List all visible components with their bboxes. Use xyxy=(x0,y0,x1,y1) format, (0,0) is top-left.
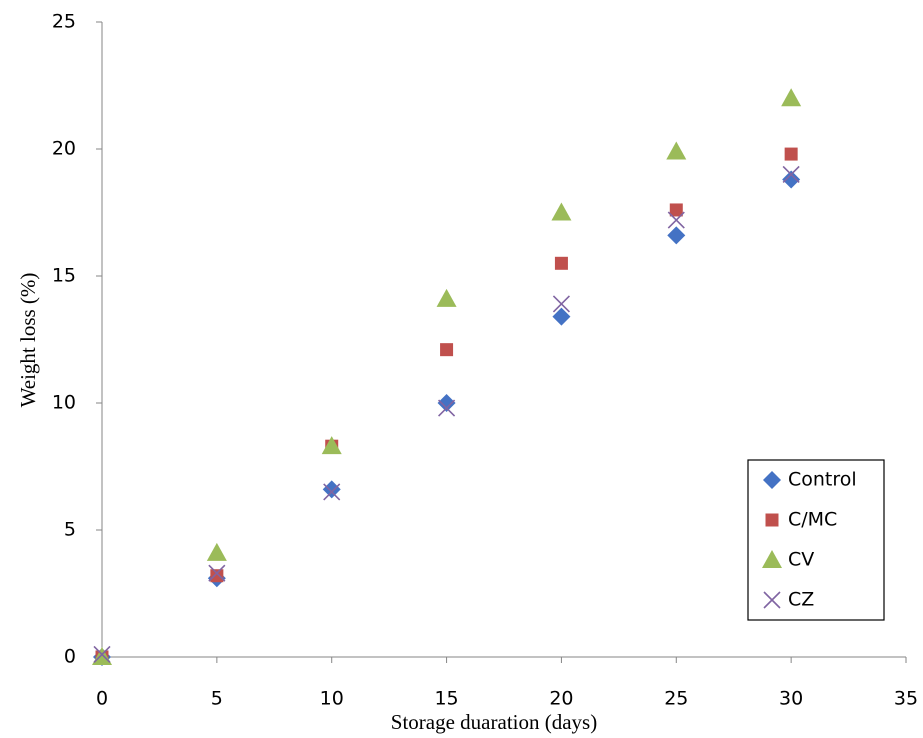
point xyxy=(438,394,456,412)
y-tick-label: 5 xyxy=(64,519,76,541)
point xyxy=(322,436,342,454)
point xyxy=(210,569,223,582)
point xyxy=(323,480,341,498)
point xyxy=(667,226,685,244)
point xyxy=(555,257,568,270)
chart: Storage duaration (days) Weight loss (%)… xyxy=(0,0,923,738)
point xyxy=(782,170,800,188)
point xyxy=(781,88,801,106)
y-tick-label: 15 xyxy=(52,265,76,287)
x-tick-label: 25 xyxy=(664,688,688,710)
point xyxy=(207,543,227,561)
x-tick-label: 5 xyxy=(211,688,223,710)
y-axis-title: Weight loss (%) xyxy=(16,273,40,408)
x-tick-label: 30 xyxy=(779,688,803,710)
point xyxy=(440,343,453,356)
legend-label: Control xyxy=(788,469,857,491)
x-tick-label: 35 xyxy=(894,688,918,710)
y-tick-label: 0 xyxy=(64,646,76,668)
point xyxy=(785,148,798,161)
x-axis-title: Storage duaration (days) xyxy=(391,710,597,734)
legend-label: CZ xyxy=(788,589,814,611)
point xyxy=(551,203,571,221)
x-tick-label: 20 xyxy=(549,688,573,710)
legend-label: CV xyxy=(788,549,814,571)
point xyxy=(766,514,779,527)
legend-label: C/MC xyxy=(788,509,837,531)
y-tick-label: 25 xyxy=(52,11,76,33)
y-tick-label: 20 xyxy=(52,138,76,160)
x-tick-label: 10 xyxy=(320,688,344,710)
point xyxy=(666,142,686,160)
x-tick-label: 15 xyxy=(434,688,458,710)
y-tick-label: 10 xyxy=(52,392,76,414)
point xyxy=(437,289,457,307)
x-tick-label: 0 xyxy=(96,688,108,710)
